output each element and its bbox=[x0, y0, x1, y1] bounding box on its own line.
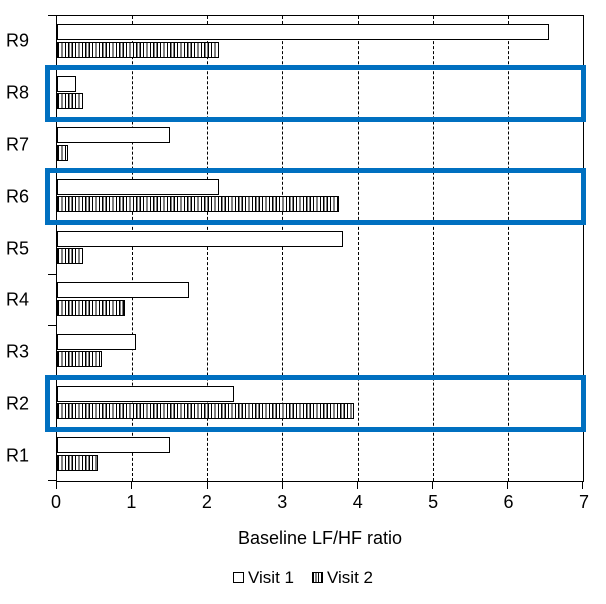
bar-R8-visit1 bbox=[57, 75, 76, 92]
band-R2 bbox=[57, 378, 583, 430]
band-R7 bbox=[57, 119, 583, 171]
x-tick-label-5: 5 bbox=[428, 492, 439, 512]
gridline-x6 bbox=[507, 16, 509, 481]
gridline-x5 bbox=[432, 16, 434, 481]
highlight-box-R8 bbox=[45, 65, 586, 122]
y-tick-6 bbox=[48, 325, 57, 327]
bar-R7-visit2 bbox=[57, 144, 69, 161]
bar-R2-visit1 bbox=[57, 385, 234, 402]
band-R1 bbox=[57, 429, 583, 481]
legend-label: Visit 1 bbox=[248, 567, 294, 587]
gridline-x4 bbox=[357, 16, 359, 481]
highlight-box-R2 bbox=[45, 375, 586, 432]
x-tick-label-7: 7 bbox=[578, 492, 590, 512]
x-tick-1 bbox=[131, 481, 133, 489]
band-R6 bbox=[57, 171, 583, 223]
x-tick-7 bbox=[582, 481, 584, 489]
category-label-R3: R3 bbox=[6, 341, 30, 362]
bar-R8-visit2 bbox=[57, 93, 84, 110]
bar-R3-visit2 bbox=[57, 351, 103, 368]
x-tick-label-0: 0 bbox=[50, 492, 62, 512]
y-tick-9 bbox=[48, 480, 57, 482]
band-R9 bbox=[57, 16, 583, 68]
plot-area bbox=[45, 15, 586, 489]
gridline-x1 bbox=[132, 16, 134, 481]
category-label-R1: R1 bbox=[6, 445, 30, 466]
y-tick-5 bbox=[48, 273, 57, 275]
bar-R5-visit2 bbox=[57, 248, 84, 265]
category-label-R7: R7 bbox=[6, 134, 30, 155]
bar-R9-visit1 bbox=[57, 24, 550, 40]
category-label-R9: R9 bbox=[6, 30, 30, 51]
bar-R7-visit1 bbox=[57, 127, 170, 144]
band-R5 bbox=[57, 223, 583, 275]
bar-R6-visit1 bbox=[57, 178, 219, 195]
x-axis-tick-labels: 0 1 2 3 4 5 6 7 bbox=[51, 492, 589, 514]
bar-R4-visit2 bbox=[57, 299, 125, 316]
y-axis-category-labels: R9 R8 R7 R6 R5 R4 R3 R2 R1 bbox=[6, 15, 46, 482]
x-tick-4 bbox=[356, 481, 358, 489]
white-square-icon bbox=[233, 572, 244, 584]
x-tick-label-6: 6 bbox=[503, 492, 514, 512]
legend: Visit 1 Visit 2 bbox=[0, 567, 606, 588]
bar-R5-visit1 bbox=[57, 230, 343, 247]
legend-item-visit-1: Visit 1 bbox=[233, 568, 294, 588]
category-label-R2: R2 bbox=[6, 393, 30, 414]
x-tick-6 bbox=[507, 481, 509, 489]
category-label-R8: R8 bbox=[6, 82, 30, 103]
legend-item-visit-2: Visit 2 bbox=[312, 568, 373, 588]
bar-R3-visit1 bbox=[57, 333, 136, 350]
x-tick-label-4: 4 bbox=[352, 492, 363, 512]
band-R3 bbox=[57, 326, 583, 378]
x-tick-label-1: 1 bbox=[126, 492, 137, 512]
band-R8 bbox=[57, 68, 583, 120]
category-label-R6: R6 bbox=[6, 186, 30, 207]
category-label-R5: R5 bbox=[6, 238, 30, 258]
bar-R2-visit2 bbox=[57, 403, 354, 420]
bar-R6-visit2 bbox=[57, 196, 339, 213]
bar-R9-visit2 bbox=[57, 41, 219, 58]
x-tick-3 bbox=[281, 481, 283, 489]
x-axis-title: Baseline LF/HF ratio bbox=[237, 528, 403, 548]
y-tick-0 bbox=[48, 15, 57, 17]
bar-R1-visit1 bbox=[57, 437, 170, 454]
category-label-R4: R4 bbox=[6, 289, 30, 310]
gridline-x2 bbox=[207, 16, 209, 481]
x-tick-0 bbox=[56, 481, 58, 489]
hatched-square-icon bbox=[312, 572, 323, 584]
x-tick-label-2: 2 bbox=[201, 492, 212, 512]
legend-label: Visit 2 bbox=[327, 567, 373, 587]
gridline-x3 bbox=[282, 16, 284, 481]
x-tick-2 bbox=[206, 481, 208, 489]
x-tick-5 bbox=[431, 481, 433, 489]
bar-R4-visit1 bbox=[57, 282, 189, 299]
x-tick-label-3: 3 bbox=[277, 492, 288, 512]
highlight-box-R6 bbox=[45, 168, 586, 226]
band-R4 bbox=[57, 274, 583, 326]
bar-R1-visit2 bbox=[57, 454, 99, 471]
